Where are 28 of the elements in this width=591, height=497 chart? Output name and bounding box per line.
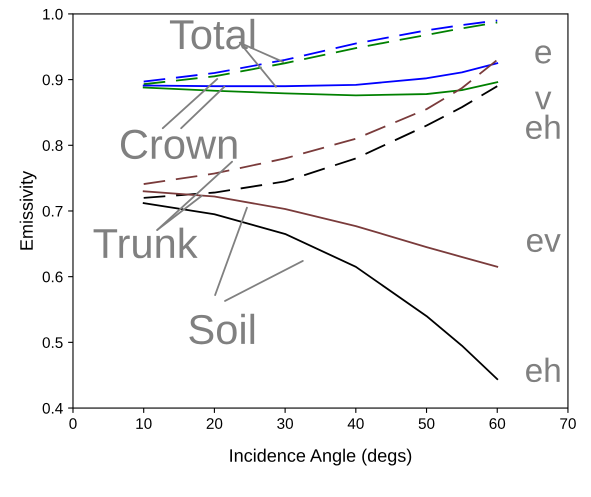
x-tick-label: 30	[277, 418, 294, 429]
annotation: Soil	[189, 314, 254, 344]
x-tick-label: 70	[560, 418, 576, 429]
annotation: Total	[170, 18, 254, 50]
y-tick-label: 0.4	[42, 402, 63, 414]
annotation: eh	[526, 114, 560, 140]
y-tick-label: 0.6	[42, 272, 63, 282]
line-series	[142, 62, 498, 88]
annotation: v	[534, 92, 552, 110]
annotation: Crown	[120, 130, 237, 160]
annotation: e	[535, 45, 551, 64]
x-tick-label: 50	[418, 418, 434, 429]
x-tick-label: 0	[69, 418, 77, 429]
x-tick-label: 10	[136, 418, 152, 429]
y-tick-label: 1.0	[43, 8, 63, 20]
x-tick-label: 60	[490, 418, 506, 429]
y-axis-title: Emissivity	[20, 170, 36, 250]
annotation: Trunk	[94, 228, 198, 258]
annotation: eh	[526, 358, 560, 382]
y-tick-label: 0.7	[42, 206, 62, 217]
y-tick-label: 0.5	[42, 337, 63, 348]
x-axis-title: Incidence Angle (degs)	[230, 448, 412, 466]
x-tick-label: 20	[206, 418, 222, 429]
line-series	[142, 81, 498, 96]
y-tick-label: 0.8	[42, 140, 63, 151]
x-tick-label: 40	[348, 418, 364, 429]
y-tick-label: 0.9	[42, 74, 63, 86]
annotation: ev	[527, 234, 561, 252]
